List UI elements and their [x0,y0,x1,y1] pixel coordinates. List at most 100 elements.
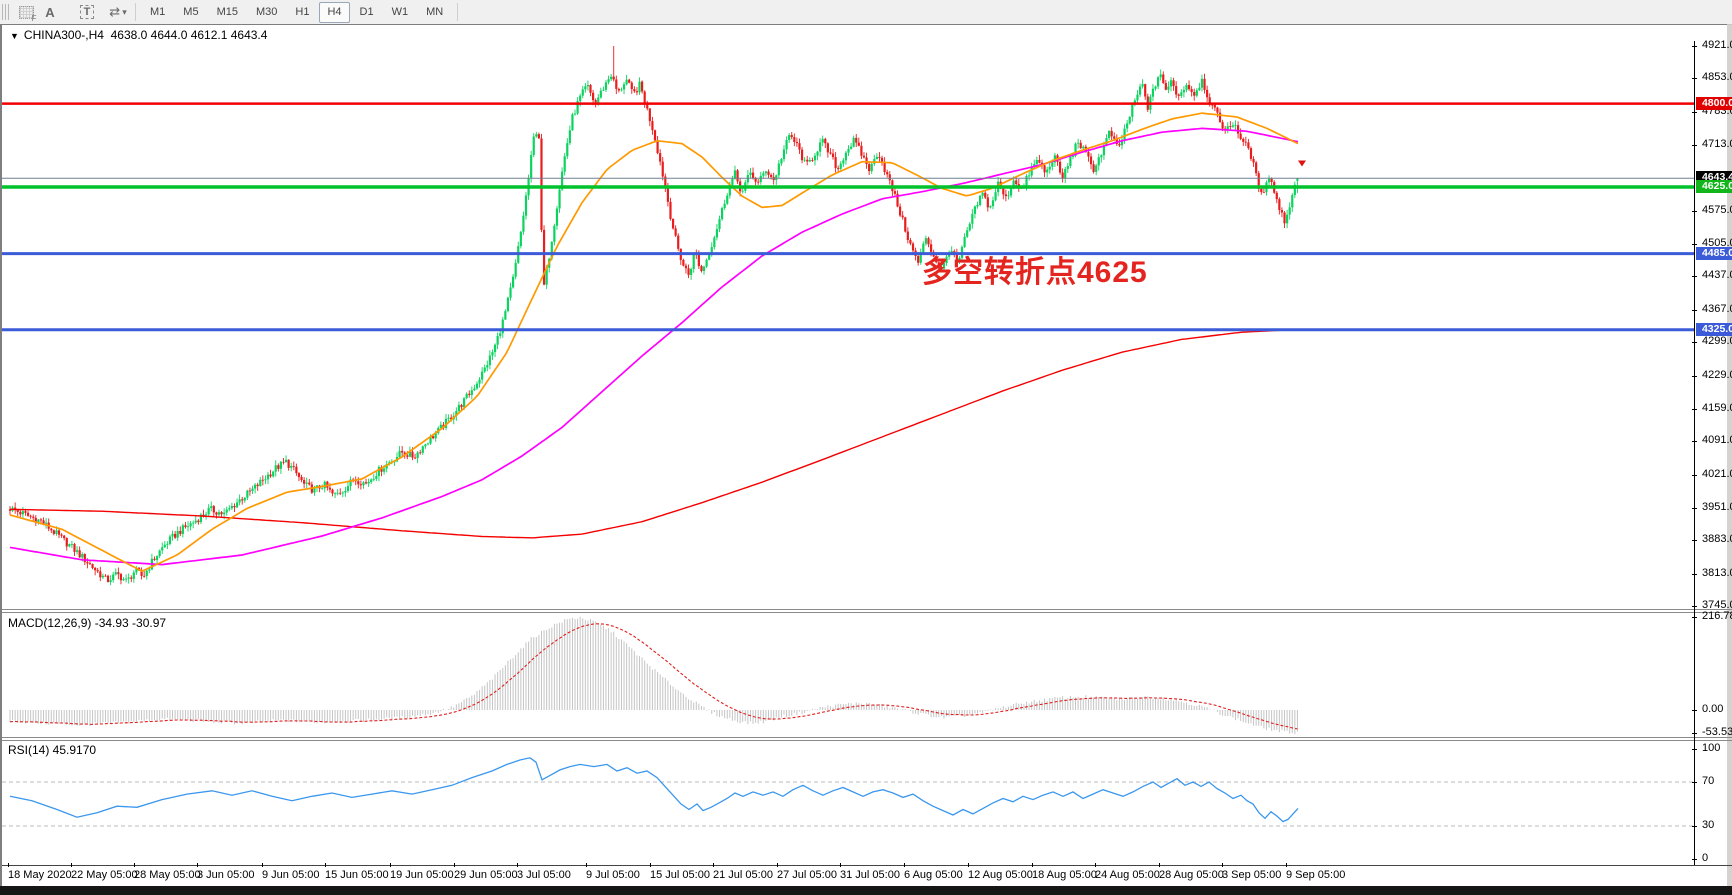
timeframe-button-m15[interactable]: M15 [216,6,238,18]
time-tick-mark [904,863,905,867]
pane-splitter-1[interactable] [2,609,1732,610]
timeframe-button-h1[interactable]: H1 [295,6,310,18]
time-tick-label: 27 Jul 05:00 [777,869,837,881]
time-axis-border [2,865,1732,866]
timeframe-button-m5[interactable]: M5 [183,6,199,18]
time-tick-mark [454,863,455,867]
chart-title: ▼ CHINA300-,H4 4638.0 4644.0 4612.1 4643.… [10,28,267,42]
pane-splitter-1b[interactable] [2,612,1732,613]
price-tick-mark [1692,540,1697,542]
toolbar-separator [135,3,136,21]
cycle-arrows-icon: ⇄ [109,4,121,19]
time-tick-label: 3 Sep 05:00 [1222,869,1282,881]
pane-splitter-2[interactable] [2,737,1732,738]
indicator-tick-label: -53.53 [1702,725,1732,738]
price-tick-label: 3951.0 [1702,500,1732,513]
price-tick-label: 3813.0 [1702,566,1732,579]
time-tick-label: 15 Jun 05:00 [325,869,389,881]
collapse-triangle-icon[interactable]: ▼ [10,31,19,41]
time-tick-mark [262,863,263,867]
time-tick-label: 22 May 05:00 [71,869,138,881]
time-tick-label: 31 Jul 05:00 [840,869,900,881]
time-tick-mark [650,863,651,867]
indicator-tick-label: 70 [1702,775,1715,787]
time-tick-label: 18 May 2020 [8,869,72,881]
time-tick-mark [8,863,9,867]
indicator-tick-mark [1692,732,1697,734]
price-tick-mark [1692,111,1697,113]
time-tick-label: 3 Jun 05:00 [197,869,255,881]
price-level-badge: 4800.0 [1696,96,1732,110]
timeframe-button-m30[interactable]: M30 [255,6,278,18]
indicator-tick-mark [1692,749,1697,750]
time-tick-mark [968,863,969,867]
indicator-tick-label: 0 [1702,852,1709,864]
time-tick-label: 28 May 05:00 [134,869,201,881]
time-tick-label: 9 Jun 05:00 [262,869,320,881]
pane-splitter-2b[interactable] [2,740,1732,741]
time-tick-mark [71,863,72,867]
timeframe-button-mn[interactable]: MN [426,6,444,18]
dropdown-caret-icon: ▾ [122,6,127,17]
time-tick-label: 19 Jun 05:00 [390,869,454,881]
price-tick-label: 3883.0 [1702,533,1732,546]
price-tick-label: 4437.0 [1702,269,1732,282]
timeframe-button-m1[interactable]: M1 [150,6,166,18]
text-box-button[interactable]: T [76,2,98,22]
time-tick-label: 18 Aug 05:00 [1032,869,1097,881]
time-tick-label: 21 Jul 05:00 [713,869,773,881]
time-tick-label: 15 Jul 05:00 [650,869,710,881]
price-tick-label: 4367.0 [1702,302,1732,315]
time-tick-label: 12 Aug 05:00 [968,869,1033,881]
time-tick-label: 9 Sep 05:00 [1286,869,1346,881]
price-tick-mark [1692,408,1697,410]
time-tick-mark [325,863,326,867]
indicator-tick-label: 0.00 [1702,703,1724,715]
time-tick-mark [517,863,518,867]
price-tick-label: 4853.0 [1702,71,1732,84]
timeframe-group: M1 M5 M15 M30 H1 H4 D1 W1 MN [141,1,452,23]
time-tick-mark [1095,863,1096,867]
indicator-tick-mark [1692,782,1697,783]
main-price-chart[interactable] [2,41,1732,613]
time-tick-mark [586,863,587,867]
price-tick-label: 4299.0 [1702,335,1732,348]
time-tick-mark [1222,863,1223,867]
textbox-t-icon: T [79,5,95,19]
rsi-label: RSI(14) 45.9170 [8,743,97,757]
price-tick-mark [1692,309,1697,311]
timeframe-button-w1[interactable]: W1 [391,6,409,18]
time-tick-mark [713,863,714,867]
price-tick-label: 3745.0 [1702,599,1732,611]
price-tick-label: 4575.0 [1702,203,1732,216]
price-tick-mark [1692,342,1697,344]
taskbar-strip [0,886,1732,895]
toolbar: F A T ⇄ ▾ M1 M5 M15 M30 H1 H4 D1 W1 MN [0,0,1732,25]
time-tick-mark [1286,863,1287,867]
price-tick-mark [1692,606,1697,607]
rsi-pane[interactable] [2,740,1732,866]
price-tick-label: 4091.0 [1702,434,1732,447]
price-level-badge: 4625.0 [1696,179,1732,193]
text-label-button[interactable]: A [39,2,61,22]
time-tick-label: 29 Jun 05:00 [454,869,518,881]
toolbar-separator-2 [457,3,459,21]
price-tick-mark [1692,46,1697,47]
chart-template-button[interactable]: F [15,2,37,23]
chart-window: ▼ CHINA300-,H4 4638.0 4644.0 4612.1 4643.… [0,24,1732,886]
toolbar-grip[interactable] [2,4,10,20]
label-a-icon: A [45,4,55,20]
indicator-tick-mark [1692,859,1697,860]
price-level-badge: 4485.0 [1696,246,1732,260]
indicator-tick-label: 30 [1702,819,1715,831]
timeframe-button-d1[interactable]: D1 [359,6,374,18]
macd-pane[interactable] [2,613,1732,738]
indicator-tick-label: 216.78 [1702,610,1732,622]
time-tick-label: 3 Jul 05:00 [517,869,571,881]
symbol-cycle-button[interactable]: ⇄ ▾ [107,2,129,22]
price-tick-mark [1692,507,1697,509]
time-tick-mark [840,863,841,867]
timeframe-button-h4[interactable]: H4 [319,1,350,23]
time-tick-label: 28 Aug 05:00 [1159,869,1224,881]
